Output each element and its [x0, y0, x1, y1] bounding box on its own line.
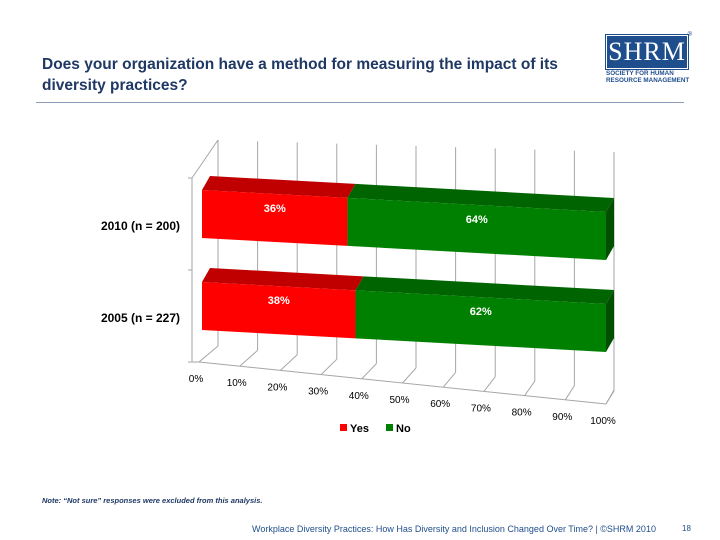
bar-top-no-1 [355, 276, 614, 304]
x-tick-label-90: 90% [552, 412, 572, 423]
logo-mark: SHRM [606, 35, 688, 69]
floor-gridline-40 [361, 363, 377, 380]
bar-top-yes-0 [202, 176, 356, 198]
data-label-no-0: 64% [466, 214, 488, 226]
x-tick-label-50: 50% [389, 395, 409, 406]
bar-yes-0 [202, 190, 348, 246]
x-tick-label-70: 70% [471, 403, 491, 414]
logo-line-1: SOCIETY FOR HUMAN [606, 70, 674, 77]
bar-top-yes-1 [202, 268, 364, 291]
title-divider [36, 102, 684, 103]
floor-gridline-30 [320, 358, 338, 375]
x-tick-label-30: 30% [308, 387, 328, 398]
axis-left-top [191, 139, 219, 179]
bar-no-0 [347, 197, 606, 260]
floor-front-edge [198, 361, 607, 405]
x-tick-label-40: 40% [349, 391, 369, 402]
data-label-yes-0: 36% [264, 203, 286, 215]
bar-side-0 [606, 198, 614, 260]
floor-gridline-50 [402, 367, 417, 384]
floor-gridline-60 [442, 372, 456, 388]
x-tick-label-10: 10% [227, 378, 247, 389]
shrm-logo: SHRM ® SOCIETY FOR HUMAN RESOURCE MANAGE… [606, 32, 692, 85]
category-label-1: 2005 (n = 227) [101, 311, 180, 325]
legend-label-yes: Yes [350, 423, 369, 435]
floor-gridline-70 [483, 376, 496, 392]
footnote: Note: “Not sure” responses were excluded… [42, 496, 263, 505]
bar-no-1 [355, 290, 606, 352]
legend: Yes No [340, 423, 411, 435]
x-tick-label-80: 80% [512, 408, 532, 419]
data-label-no-1: 62% [470, 306, 492, 318]
floor-gridline-20 [280, 354, 298, 371]
x-tick-label-100: 100% [590, 416, 616, 427]
bar-yes-1 [202, 282, 356, 339]
bar-side-1 [606, 290, 614, 352]
page-number: 18 [682, 524, 691, 533]
footer-text: Workplace Diversity Practices: How Has D… [252, 524, 656, 534]
floor-gridline-80 [524, 380, 536, 396]
registered-mark: ® [687, 32, 692, 38]
floor-gridline-90 [564, 385, 575, 401]
floor-gridline-0 [198, 345, 219, 363]
data-label-yes-1: 38% [268, 295, 290, 307]
x-tick-label-60: 60% [430, 399, 450, 410]
floor-gridline-10 [239, 350, 258, 367]
legend-label-no: No [396, 423, 411, 435]
logo-subtitle: SOCIETY FOR HUMAN RESOURCE MANAGEMENT [606, 70, 690, 84]
floor-right-edge [605, 390, 615, 405]
legend-swatch-no [386, 424, 393, 431]
x-tick-label-20: 20% [267, 382, 287, 393]
slide-title: Does your organization have a method for… [42, 56, 558, 94]
bar-top-no-0 [347, 183, 614, 212]
category-label-0: 2010 (n = 200) [101, 219, 180, 233]
logo-line-2: RESOURCE MANAGEMENT [606, 77, 690, 84]
x-tick-label-0: 0% [189, 374, 204, 385]
legend-swatch-yes [340, 424, 347, 431]
